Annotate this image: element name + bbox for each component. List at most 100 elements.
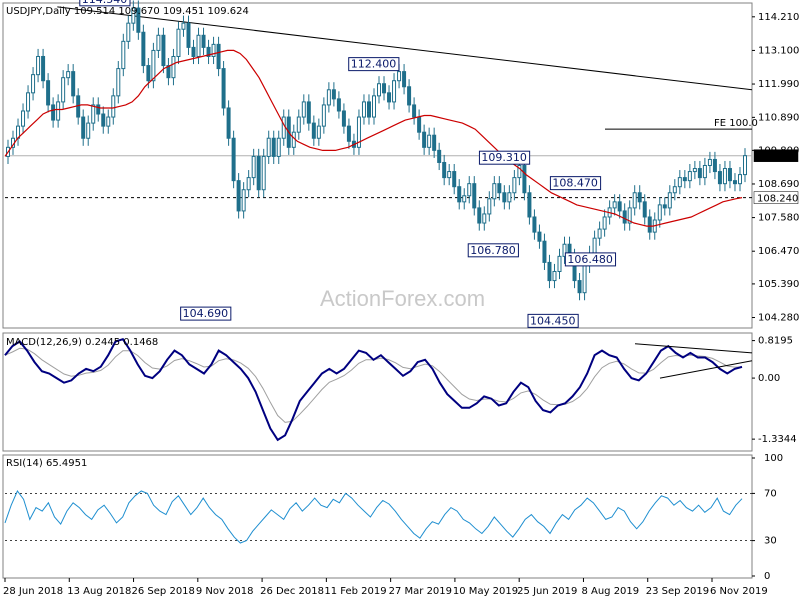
watermark: ActionForex.com	[320, 286, 485, 311]
price-tick-label: 111.990	[758, 79, 799, 90]
price-label-text: 108.240	[757, 194, 798, 205]
candle-body	[637, 192, 642, 203]
sma-line	[4, 49, 743, 227]
price-callout-box	[549, 176, 602, 191]
candle-body	[527, 192, 532, 218]
candle-body	[256, 155, 261, 191]
candle-body	[737, 174, 742, 185]
candle-body	[407, 86, 412, 106]
candle-body	[341, 110, 346, 127]
candle-body	[91, 104, 96, 124]
candle-body	[311, 122, 316, 139]
candle-body	[136, 7, 141, 33]
candle-body	[743, 155, 747, 176]
price-tick-label: 105.390	[758, 279, 799, 290]
candle-body	[366, 101, 371, 118]
price-title: USDJPY,Daily 109.514 109.670 109.451 109…	[6, 6, 249, 17]
candle-body	[517, 165, 522, 179]
candle-body	[702, 165, 707, 179]
candle-body	[432, 134, 437, 151]
candle-body	[537, 231, 542, 242]
candle-body	[331, 89, 336, 100]
candle-body	[457, 186, 462, 203]
candle-body	[206, 46, 211, 57]
candle-body	[321, 104, 326, 127]
candle-body	[427, 134, 432, 148]
macd-plot: 0.8195 0.00 -1.3344	[4, 336, 797, 445]
x-tick-label: 9 Nov 2018	[196, 586, 254, 597]
candle-body	[216, 43, 221, 70]
fe-label: FE 100.0	[714, 118, 758, 129]
candle-body	[326, 89, 331, 106]
candle-body	[196, 34, 201, 57]
candle-body	[146, 65, 151, 82]
candle-body	[627, 207, 632, 224]
candle-body	[622, 210, 627, 224]
candle-body	[346, 125, 351, 142]
x-tick-label: 27 Mar 2019	[389, 586, 452, 597]
candle-body	[176, 28, 181, 57]
price-callout-text: 108.470	[552, 177, 598, 190]
x-tick-label: 26 Sep 2018	[132, 586, 195, 597]
candle-body	[126, 22, 131, 42]
candle-body	[221, 68, 226, 109]
candle-body	[41, 55, 46, 82]
price-plot: FE 100.0 114.540 104.690 112.400 106.780 109.…	[4, 0, 799, 328]
candle-body	[697, 168, 702, 179]
candle-body	[522, 165, 527, 194]
price-callout-box	[348, 57, 400, 72]
candle-body	[717, 171, 722, 185]
candle-body	[497, 183, 502, 194]
macd-tick-label: 0.8195	[758, 336, 793, 347]
candle-body	[261, 155, 266, 191]
candle-body	[712, 158, 717, 173]
candle-body	[371, 95, 376, 118]
price-callout-text: 104.450	[530, 314, 576, 327]
candle-body	[251, 155, 256, 179]
candle-body	[241, 189, 246, 212]
price-tick-label: 106.470	[758, 246, 799, 257]
candle-body	[662, 204, 667, 209]
candle-body	[356, 116, 361, 148]
macd-lower-trend	[659, 360, 753, 379]
candle-body	[181, 22, 186, 30]
candle-body	[492, 183, 497, 200]
candle-body	[542, 240, 547, 263]
x-tick-label: 26 Dec 2018	[260, 586, 324, 597]
candle-body	[562, 243, 567, 257]
x-tick-label: 25 Jun 2019	[517, 586, 577, 597]
candle-body	[211, 43, 216, 57]
candle-body	[422, 131, 427, 148]
candle-body	[472, 183, 477, 209]
candle-body	[71, 71, 76, 97]
candle-body	[236, 180, 241, 212]
candle-body	[106, 116, 111, 127]
candle-body	[602, 216, 607, 230]
candle-body	[577, 280, 582, 294]
candle-body	[382, 83, 387, 94]
candle-body	[657, 204, 662, 221]
x-tick-label: 13 Aug 2018	[67, 586, 131, 597]
candle-body	[101, 113, 106, 127]
candle-body	[266, 137, 271, 157]
candle-body	[36, 55, 41, 76]
price-tick-label: 108.690	[758, 179, 799, 190]
candle-body	[677, 177, 682, 188]
candle-body	[632, 192, 637, 209]
price-callout-box	[564, 252, 617, 267]
candle-body	[186, 22, 191, 48]
price-label-box	[753, 149, 799, 162]
candle-body	[412, 104, 417, 118]
price-tick-label: 113.100	[758, 45, 799, 56]
candle-body	[121, 40, 126, 70]
candle-body	[597, 228, 602, 239]
candle-body	[647, 216, 652, 233]
x-tick-label: 8 Aug 2019	[581, 586, 639, 597]
candle-body	[642, 201, 647, 218]
candle-body	[156, 34, 161, 51]
candle-body	[191, 46, 196, 57]
candle-body	[306, 101, 311, 124]
rsi-plot: 100 70 30 0	[4, 453, 783, 582]
rsi-line	[4, 490, 743, 544]
